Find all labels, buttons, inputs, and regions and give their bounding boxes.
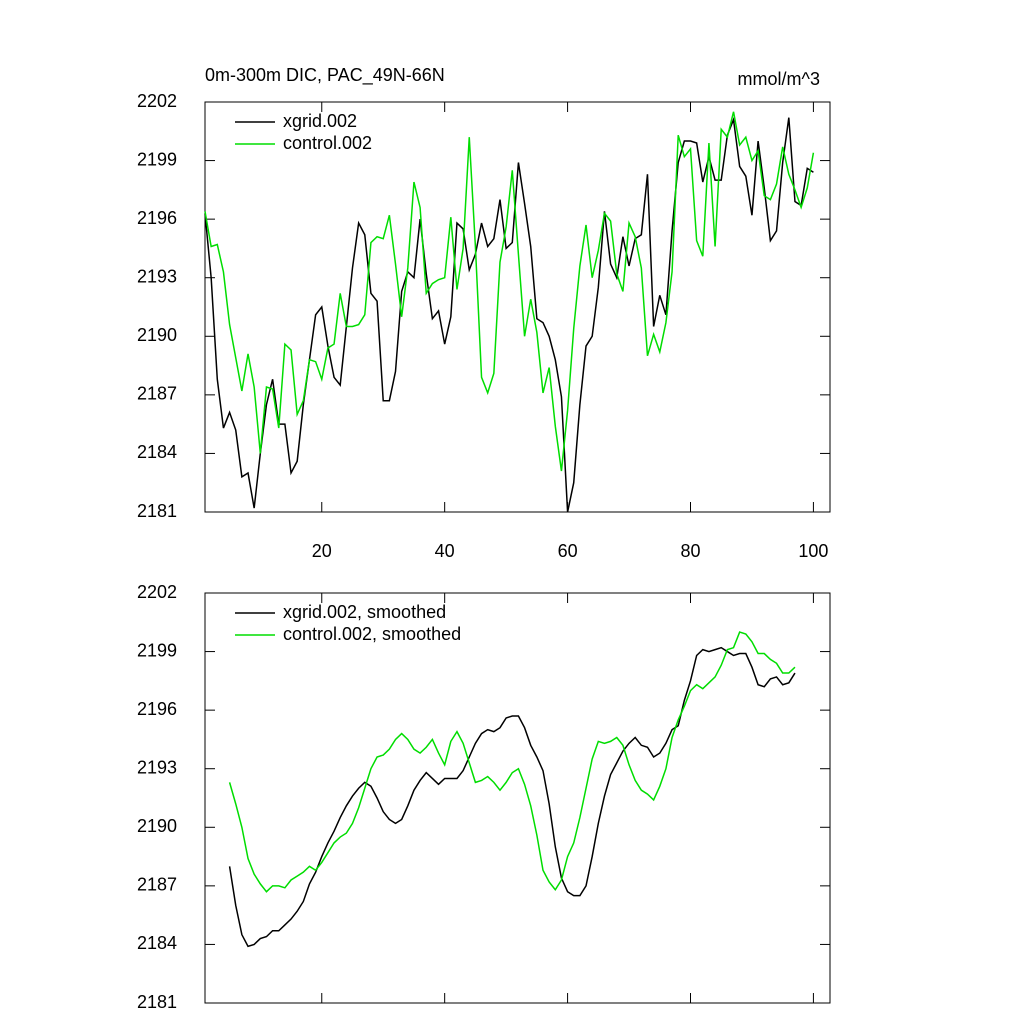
x-tick-label: 20 — [312, 541, 332, 561]
legend-label: control.002 — [283, 133, 372, 153]
legend-label: xgrid.002, smoothed — [283, 602, 446, 622]
y-tick-label: 2202 — [137, 91, 177, 111]
y-tick-label: 2190 — [137, 816, 177, 836]
x-tick-label: 60 — [558, 541, 578, 561]
series-line — [204, 116, 814, 513]
x-tick-label: 40 — [435, 541, 455, 561]
chart-title: 0m-300m DIC, PAC_49N-66N — [205, 65, 445, 86]
plot-frame — [204, 101, 831, 513]
x-tick-label: 100 — [798, 541, 828, 561]
y-tick-label: 2196 — [137, 699, 177, 719]
y-tick-label: 2199 — [137, 149, 177, 169]
y-tick-label: 2184 — [137, 933, 177, 953]
plot-frame — [204, 592, 831, 1004]
x-tick-label: 80 — [680, 541, 700, 561]
y-tick-label: 2184 — [137, 442, 177, 462]
legend-label: control.002, smoothed — [283, 624, 461, 644]
units-label: mmol/m^3 — [738, 69, 820, 89]
y-tick-label: 2181 — [137, 501, 177, 521]
y-tick-label: 2196 — [137, 208, 177, 228]
y-tick-label: 2187 — [137, 875, 177, 895]
y-tick-label: 2190 — [137, 325, 177, 345]
y-tick-label: 2193 — [137, 757, 177, 777]
y-tick-label: 2181 — [137, 992, 177, 1012]
y-tick-label: 2199 — [137, 640, 177, 660]
series-line — [204, 111, 815, 472]
series-line — [228, 631, 796, 893]
y-tick-label: 2202 — [137, 582, 177, 602]
y-tick-label: 2187 — [137, 384, 177, 404]
y-tick-label: 2193 — [137, 266, 177, 286]
legend-label: xgrid.002 — [283, 111, 357, 131]
series-line — [228, 646, 796, 948]
